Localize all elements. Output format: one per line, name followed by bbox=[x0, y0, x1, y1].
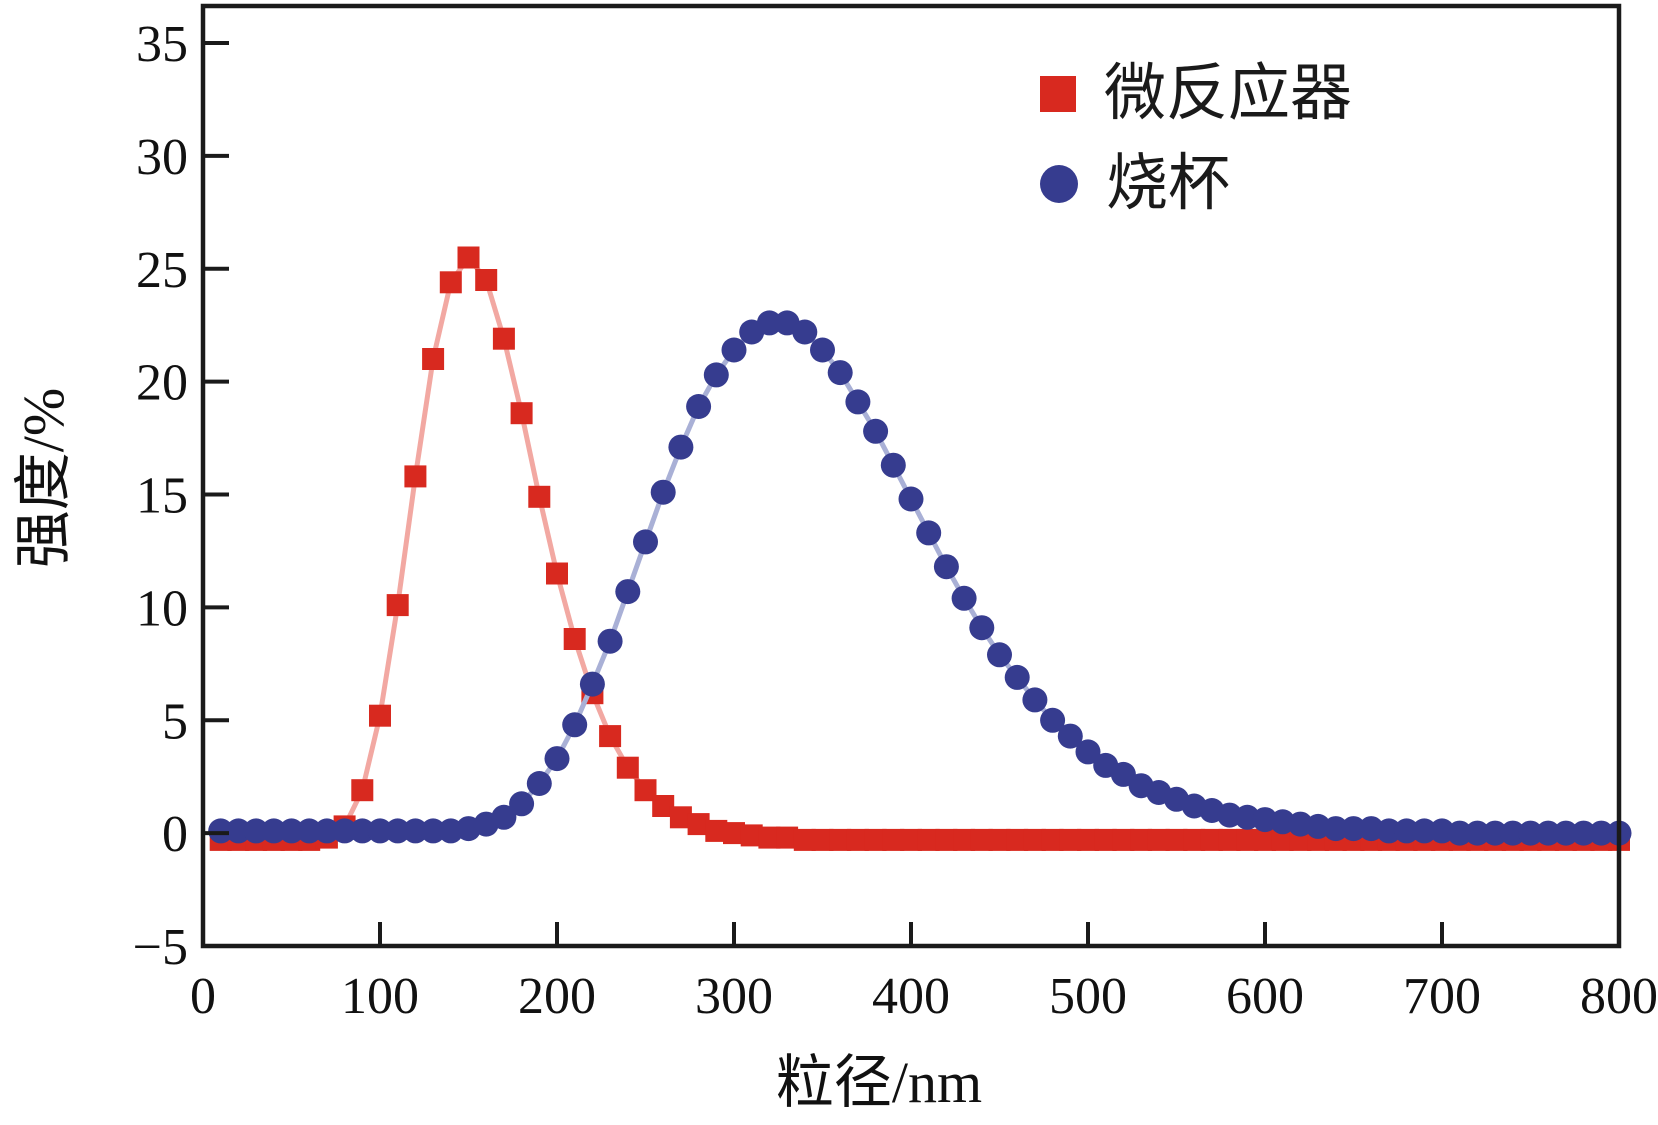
x-tick-label: 200 bbox=[518, 968, 596, 1025]
y-tick-label: 20 bbox=[136, 355, 188, 412]
y-tick-label: 35 bbox=[136, 16, 188, 73]
y-tick-label: 10 bbox=[136, 580, 188, 637]
axis-ticks bbox=[201, 41, 1621, 948]
x-tick-label: 300 bbox=[695, 968, 773, 1025]
square-marker-icon bbox=[1040, 76, 1076, 113]
x-tick-label: 600 bbox=[1226, 968, 1304, 1025]
legend-item-beaker: 烧杯 bbox=[1040, 150, 1352, 218]
x-tick-label: 700 bbox=[1403, 968, 1481, 1025]
x-tick-label: 100 bbox=[341, 968, 419, 1025]
x-tick-label: 800 bbox=[1580, 968, 1658, 1025]
legend-label-beaker: 烧杯 bbox=[1106, 150, 1231, 219]
y-tick-label: 0 bbox=[162, 806, 188, 863]
series-microreactor bbox=[209, 246, 1630, 851]
plot-frame bbox=[200, 3, 1622, 949]
series-beaker bbox=[208, 310, 1632, 846]
x-axis-title: 粒径/nm bbox=[775, 1050, 983, 1115]
y-tick-label: 30 bbox=[136, 129, 188, 186]
y-tick-label: 15 bbox=[136, 468, 188, 525]
y-tick-label: 25 bbox=[136, 242, 188, 299]
x-tick-label: 500 bbox=[1049, 968, 1127, 1025]
x-tick-label: 0 bbox=[190, 968, 216, 1025]
legend-label-microreactor: 微反应器 bbox=[1104, 60, 1353, 128]
circle-marker-icon bbox=[1040, 165, 1078, 204]
y-axis-title: 强度/% bbox=[11, 387, 76, 569]
legend-item-microreactor: 微反应器 bbox=[1040, 60, 1352, 128]
y-tick-label: −5 bbox=[133, 919, 188, 976]
x-tick-label: 400 bbox=[872, 968, 950, 1025]
legend: 微反应器 烧杯 bbox=[1040, 60, 1352, 218]
y-tick-label: 5 bbox=[162, 693, 188, 750]
